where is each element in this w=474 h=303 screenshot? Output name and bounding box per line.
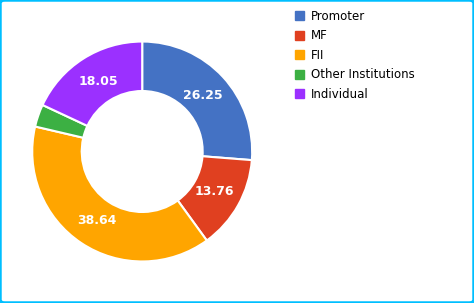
Wedge shape	[142, 42, 252, 160]
Wedge shape	[178, 156, 252, 241]
Legend: Promoter, MF, FII, Other Institutions, Individual: Promoter, MF, FII, Other Institutions, I…	[291, 6, 419, 104]
Text: 38.64: 38.64	[77, 214, 116, 227]
Wedge shape	[35, 105, 87, 138]
Text: 26.25: 26.25	[183, 89, 223, 102]
Text: 13.76: 13.76	[194, 185, 234, 198]
Text: 18.05: 18.05	[78, 75, 118, 88]
Wedge shape	[43, 42, 142, 126]
Wedge shape	[32, 126, 207, 261]
